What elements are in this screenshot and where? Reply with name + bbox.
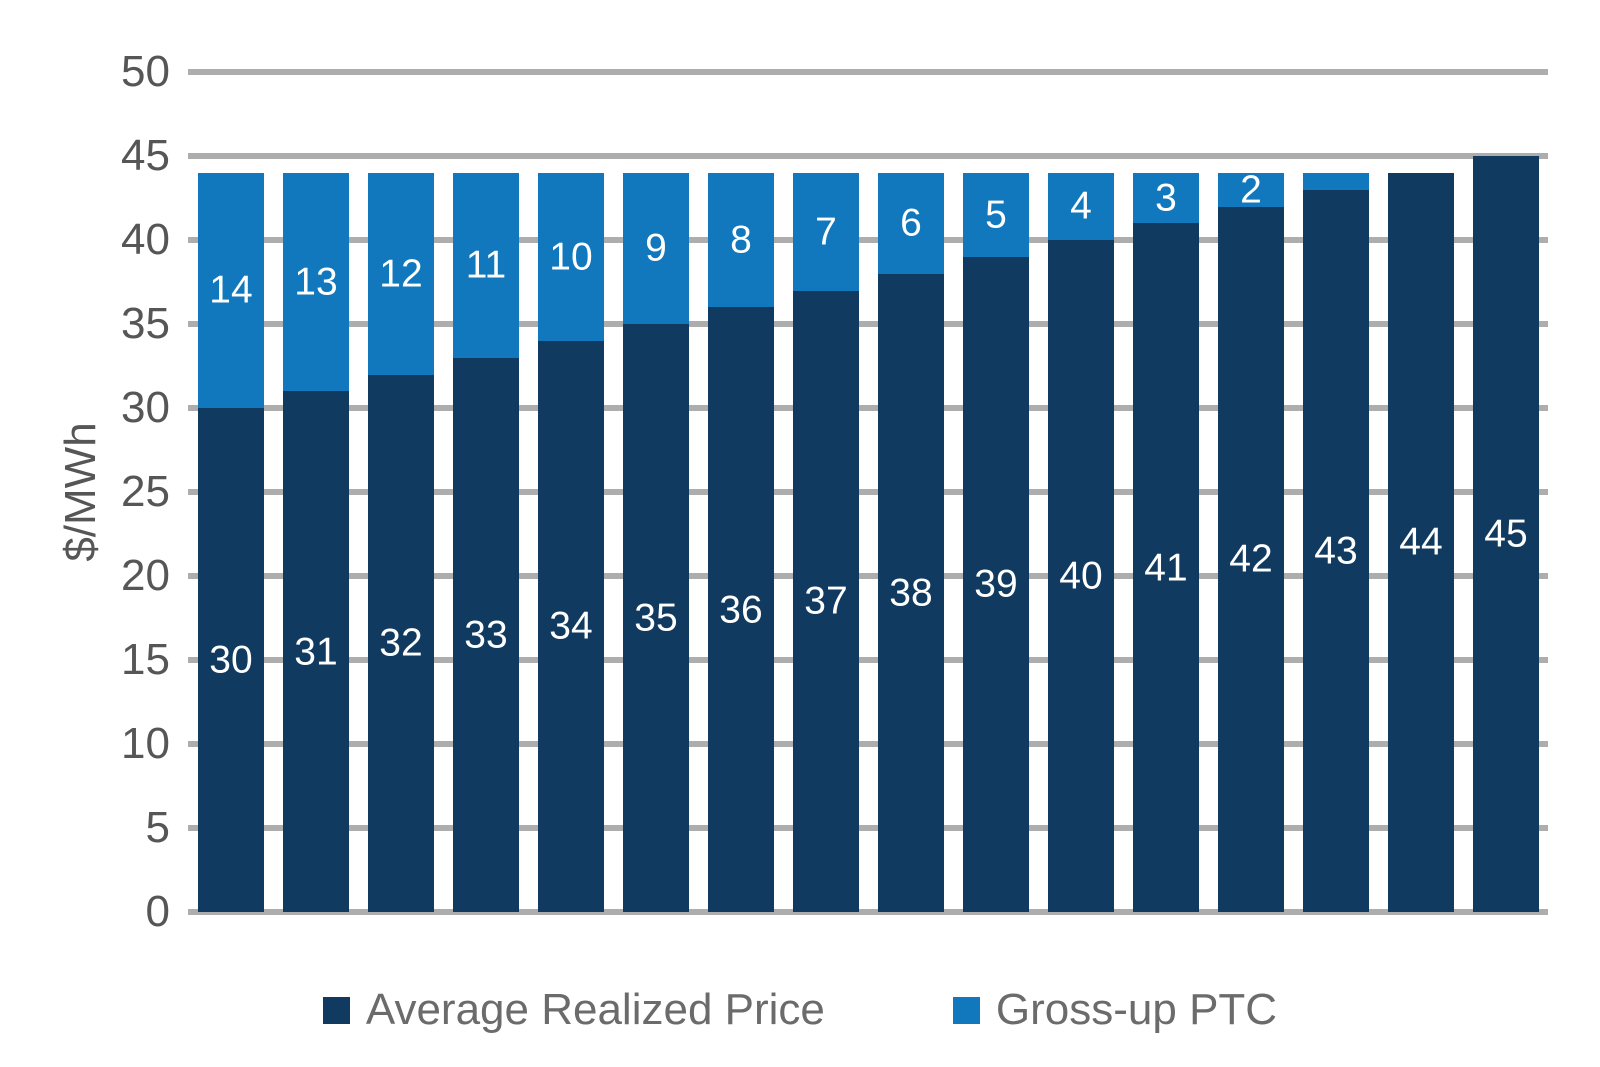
bar-label-average-realized-price: 32 [379, 621, 423, 665]
bar-segment-gross-up-ptc [368, 173, 434, 375]
y-tick-label: 5 [145, 803, 170, 852]
bar-label-average-realized-price: 35 [634, 596, 678, 640]
bar-label-gross-up-ptc: 2 [1240, 168, 1262, 212]
bar-label-gross-up-ptc: 11 [465, 243, 507, 287]
bar-segment-average-realized-price [963, 257, 1029, 912]
y-tick-label: 25 [121, 467, 170, 516]
y-tick-label: 50 [121, 47, 170, 96]
bar-segment-average-realized-price [623, 324, 689, 912]
bar-label-gross-up-ptc: 7 [815, 210, 837, 254]
bar-segment-average-realized-price [198, 408, 264, 912]
legend-item: Gross-up PTC [952, 985, 1278, 1034]
bar-label-average-realized-price: 39 [974, 562, 1018, 606]
bar-label-average-realized-price: 40 [1059, 554, 1103, 598]
bar-label-average-realized-price: 30 [209, 638, 253, 682]
bar-segment-gross-up-ptc [1303, 173, 1369, 190]
bar-segment-gross-up-ptc [198, 173, 264, 408]
bar-segment-gross-up-ptc [283, 173, 349, 391]
bar-label-gross-up-ptc: 9 [645, 226, 667, 270]
bar-label-average-realized-price: 36 [719, 588, 763, 632]
bar-label-gross-up-ptc: 8 [730, 218, 752, 262]
gridline [188, 69, 1548, 75]
y-tick-label: 15 [121, 635, 170, 684]
bar-segment-gross-up-ptc [963, 173, 1029, 257]
bar-segment-average-realized-price [283, 391, 349, 912]
bar-segment-average-realized-price [1048, 240, 1114, 912]
legend-swatch-icon [952, 996, 980, 1024]
legend-label: Average Realized Price [365, 985, 825, 1034]
bar-label-average-realized-price: 42 [1229, 537, 1273, 581]
bar-label-average-realized-price: 38 [889, 571, 933, 615]
bar-segment-gross-up-ptc [878, 173, 944, 274]
bar-segment-average-realized-price [1388, 173, 1454, 912]
bar-label-average-realized-price: 45 [1484, 512, 1528, 556]
bar-segment-average-realized-price [1133, 223, 1199, 912]
bar-segment-average-realized-price [793, 290, 859, 912]
gridline [188, 321, 1548, 327]
bar-label-gross-up-ptc: 3 [1155, 176, 1177, 220]
legend-item: Average Realized Price [322, 985, 825, 1034]
bar-segment-gross-up-ptc [708, 173, 774, 307]
bar-segment-average-realized-price [1218, 206, 1284, 912]
bar-segment-gross-up-ptc [538, 173, 604, 341]
bar-segment-average-realized-price [708, 307, 774, 912]
bar-segment-average-realized-price [878, 274, 944, 912]
y-tick-label: 35 [121, 299, 170, 348]
y-tick-label: 45 [121, 131, 170, 180]
bar-label-gross-up-ptc: 14 [209, 268, 253, 312]
bar-label-average-realized-price: 43 [1314, 529, 1358, 573]
legend-label: Gross-up PTC [995, 985, 1278, 1034]
bar-label-average-realized-price: 34 [549, 604, 593, 648]
bar-segment-average-realized-price [368, 374, 434, 912]
gridline [188, 405, 1548, 411]
bar-label-gross-up-ptc: 5 [985, 193, 1007, 237]
bar-label-average-realized-price: 44 [1399, 520, 1443, 564]
legend-swatch-icon [322, 996, 350, 1024]
gridline [188, 825, 1548, 831]
bar-label-gross-up-ptc: 10 [549, 235, 593, 279]
bar-segment-gross-up-ptc [1218, 173, 1284, 207]
bar-label-gross-up-ptc: 12 [379, 252, 423, 296]
bar-label-average-realized-price: 41 [1144, 546, 1188, 590]
bar-segment-gross-up-ptc [793, 173, 859, 291]
gridline [188, 657, 1548, 663]
y-tick-label: 0 [145, 887, 170, 936]
gridline [188, 237, 1548, 243]
bar-segment-gross-up-ptc [623, 173, 689, 324]
gridline [188, 489, 1548, 495]
bar-label-average-realized-price: 33 [464, 613, 508, 657]
bar-label-gross-up-ptc: 13 [294, 260, 338, 304]
bar-segment-average-realized-price [538, 341, 604, 912]
y-tick-label: 20 [121, 551, 170, 600]
bar-label-gross-up-ptc: 6 [900, 201, 922, 245]
bar-label-gross-up-ptc: 4 [1070, 184, 1092, 228]
bar-label-average-realized-price: 37 [804, 579, 848, 623]
bar-segment-average-realized-price [453, 358, 519, 912]
y-tick-label: 10 [121, 719, 170, 768]
bar-segment-gross-up-ptc [1133, 173, 1199, 223]
gridline [188, 153, 1548, 159]
gridline [188, 909, 1548, 915]
gridline [188, 573, 1548, 579]
bar-segment-gross-up-ptc [453, 173, 519, 358]
gridline [188, 741, 1548, 747]
bar-segment-average-realized-price [1473, 156, 1539, 912]
bar-label-average-realized-price: 31 [294, 630, 338, 674]
y-tick-label: 30 [121, 383, 170, 432]
y-tick-label: 40 [121, 215, 170, 264]
bar-segment-average-realized-price [1303, 190, 1369, 912]
legend: Average Realized Price Gross-up PTC [0, 980, 1600, 1040]
bar-segment-gross-up-ptc [1048, 173, 1114, 240]
